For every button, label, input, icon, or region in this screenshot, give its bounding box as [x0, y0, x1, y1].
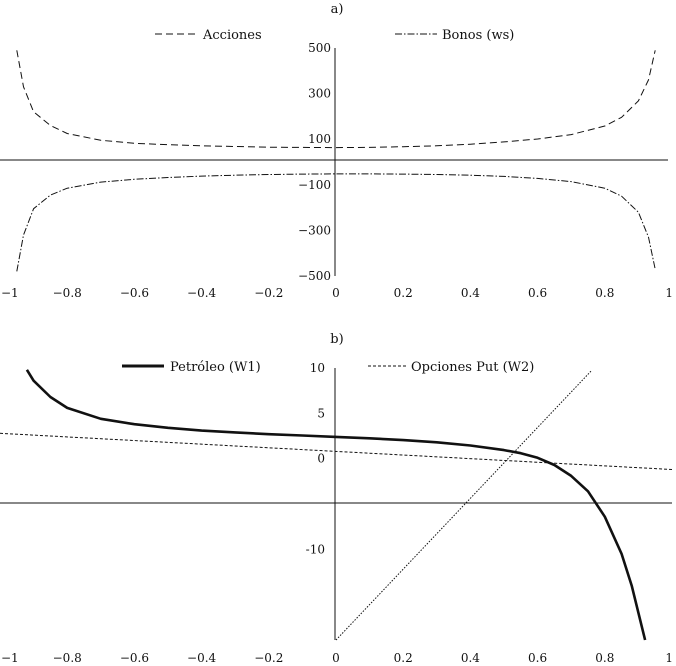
panel-b-y-tick-label: 0: [317, 452, 325, 466]
panel-a: a) Acciones Bonos (ws) −1 −0.8 −0.6 −0.4 −0.…: [0, 2, 673, 300]
panel-b: b) Petróleo (W1) Opciones Put (W2) −1 −0.…: [0, 332, 673, 665]
panel-b-x-tick-label: 0.2: [394, 651, 413, 665]
panel-a-series-line-1: [16, 50, 656, 149]
panel-b-x-tick-label: −0.4: [187, 651, 217, 665]
panel-b-x-tick-label: −0.2: [254, 651, 283, 665]
legend-label-acciones: Acciones: [202, 28, 262, 43]
panel-a-x-tick-label: 0.8: [595, 286, 614, 300]
panel-b-y-tick-label: 5: [317, 406, 325, 420]
panel-a-y-tick-label: −100: [298, 178, 331, 192]
panel-a-y-tick-label: −500: [298, 269, 331, 283]
panel-b-series-line-3: [335, 370, 592, 641]
panel-a-y-tick-label: 500: [308, 41, 331, 55]
panel-b-x-tick-label: 1: [665, 651, 673, 665]
panel-a-x-tick-label: 0.2: [394, 286, 413, 300]
panel-b-label: b): [330, 332, 343, 347]
panel-b-x-tick-label: 0: [332, 651, 340, 665]
panel-b-x-tick-label: −0.6: [120, 651, 149, 665]
panel-a-label: a): [331, 2, 344, 17]
legend-label-petroleo: Petróleo (W1): [170, 360, 261, 375]
panel-a-y-tick-label: 300: [308, 87, 331, 101]
panel-b-x-tick-label: −0.8: [53, 651, 82, 665]
panel-a-x-tick-label: −1: [1, 286, 19, 300]
panel-b-x-tick-label: 0.4: [461, 651, 480, 665]
panel-b-y-tick-label: 10: [310, 361, 325, 375]
panel-a-x-tick-label: 0: [332, 286, 340, 300]
panel-a-x-tick-label: −0.6: [120, 286, 149, 300]
panel-a-x-tick-label: −0.2: [254, 286, 283, 300]
panel-b-x-tick-label: 0.6: [528, 651, 547, 665]
panel-a-x-tick-label: 0.4: [461, 286, 480, 300]
panel-a-x-tick-label: −0.8: [53, 286, 82, 300]
legend-label-bonos: Bonos (ws): [442, 28, 514, 43]
panel-b-series-line-2: [0, 432, 673, 470]
panel-a-y-tick-label: −300: [298, 223, 331, 237]
panel-b-series-line-1: [25, 369, 647, 641]
panel-a-x-tick-label: 0.6: [528, 286, 547, 300]
panel-b-x-tick-label: −1: [1, 651, 19, 665]
panel-a-series-line-2: [16, 173, 656, 272]
panel-b-y-tick-label: -10: [306, 542, 325, 556]
panel-a-y-tick-label: 100: [308, 132, 331, 146]
panel-b-x-tick-label: 0.8: [595, 651, 614, 665]
panel-a-x-tick-label: 1: [665, 286, 673, 300]
legend-label-opciones-put: Opciones Put (W2): [411, 360, 534, 375]
panel-a-x-tick-label: −0.4: [187, 286, 217, 300]
